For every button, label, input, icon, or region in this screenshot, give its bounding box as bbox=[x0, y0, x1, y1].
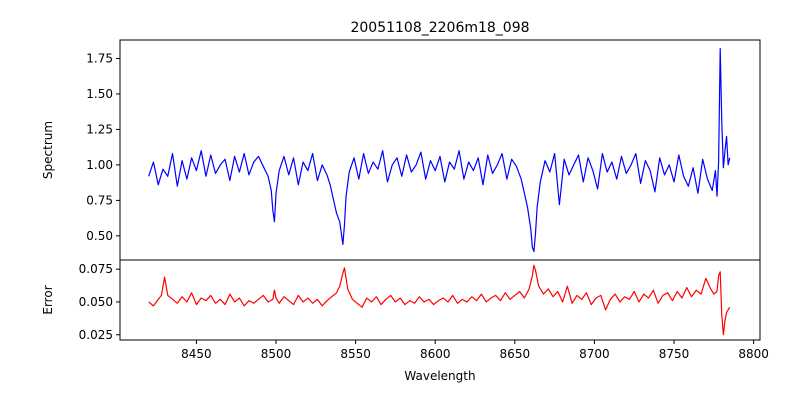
error-plot-frame bbox=[119, 259, 761, 341]
x-tick-label: 8750 bbox=[659, 347, 690, 361]
spectrum-y-tick-label: 0.50 bbox=[86, 229, 113, 243]
spectrum-series-line bbox=[148, 47, 731, 253]
error-y-tick-label: 0.050 bbox=[79, 295, 113, 309]
spectrum-y-tick-label: 0.75 bbox=[86, 193, 113, 207]
spectrum-y-ticks: 0.50 0.75 1.00 1.25 1.50 1.75 bbox=[86, 51, 120, 243]
error-series-line bbox=[148, 264, 731, 336]
spectrum-y-axis-label: Spectrum bbox=[41, 121, 55, 179]
spectrum-y-tick-label: 1.75 bbox=[86, 51, 113, 65]
spectrum-panel: 0.50 0.75 1.00 1.25 1.50 1.75 Spectrum bbox=[41, 39, 761, 261]
spectrum-y-tick-label: 1.25 bbox=[86, 122, 113, 136]
spectrum-plot-area bbox=[120, 40, 760, 260]
x-axis-label: Wavelength bbox=[404, 369, 475, 383]
x-tick-label: 8550 bbox=[340, 347, 371, 361]
error-y-tick-label: 0.025 bbox=[79, 328, 113, 342]
error-y-axis-label: Error bbox=[41, 285, 55, 314]
error-y-tick-label: 0.075 bbox=[79, 262, 113, 276]
spectrum-y-tick-label: 1.50 bbox=[86, 87, 113, 101]
x-tick-label: 8650 bbox=[500, 347, 531, 361]
spectrum-y-tick-label: 1.00 bbox=[86, 158, 113, 172]
error-y-ticks: 0.025 0.050 0.075 bbox=[79, 262, 120, 342]
error-x-ticks: 8450 8500 8550 8600 8650 8700 8750 8800 bbox=[181, 340, 769, 361]
x-tick-label: 8700 bbox=[579, 347, 610, 361]
x-tick-label: 8500 bbox=[261, 347, 292, 361]
x-tick-label: 8450 bbox=[181, 347, 212, 361]
x-tick-label: 8600 bbox=[420, 347, 451, 361]
x-tick-label: 8800 bbox=[738, 347, 769, 361]
error-panel: 0.025 0.050 0.075 8450 8500 8550 8600 8650 8700… bbox=[41, 259, 769, 383]
chart-title: 20051108_2206m18_098 bbox=[350, 20, 529, 36]
